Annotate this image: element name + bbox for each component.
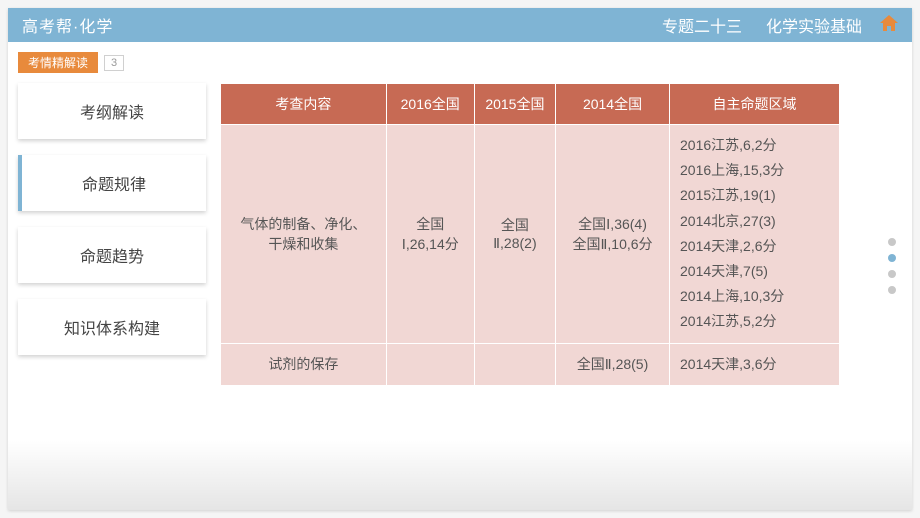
header-right: 专题二十三 化学实验基础: [662, 13, 898, 37]
table-header-row: 考查内容2016全国2015全国2014全国自主命题区域: [221, 84, 840, 125]
table-row: 气体的制备、净化、干燥和收集全国Ⅰ,26,14分全国Ⅱ,28(2)全国Ⅰ,36(…: [221, 125, 840, 344]
pager-dot-0[interactable]: [888, 238, 896, 246]
pager-dot-1[interactable]: [888, 254, 896, 262]
table-row: 试剂的保存 全国Ⅱ,28(5)2014天津,3,6分: [221, 343, 840, 385]
col-header-3: 2014全国: [556, 84, 670, 125]
subbar-page-num: 3: [104, 55, 124, 71]
col-header-2: 2015全国: [474, 84, 555, 125]
cell-1-3: 全国Ⅱ,28(5): [556, 343, 670, 385]
table-body: 气体的制备、净化、干燥和收集全国Ⅰ,26,14分全国Ⅱ,28(2)全国Ⅰ,36(…: [221, 125, 840, 386]
pager-dot-2[interactable]: [888, 270, 896, 278]
cell-0-2: 全国Ⅱ,28(2): [474, 125, 555, 344]
sub-bar: 考情精解读 3: [18, 52, 912, 73]
sidebar-item-2[interactable]: 命题趋势: [18, 227, 206, 283]
sidebar-item-0[interactable]: 考纲解读: [18, 83, 206, 139]
topic-label: 专题二十三: [662, 13, 742, 37]
header-topic: 专题二十三 化学实验基础: [662, 13, 862, 37]
sidebar: 考纲解读命题规律命题趋势知识体系构建: [18, 83, 206, 386]
cell-0-1: 全国Ⅰ,26,14分: [386, 125, 474, 344]
cell-1-1: [386, 343, 474, 385]
cell-0-0: 气体的制备、净化、干燥和收集: [221, 125, 387, 344]
header-bar: 高考帮·化学 专题二十三 化学实验基础: [8, 8, 912, 42]
cell-1-2: [474, 343, 555, 385]
pager-dot-3[interactable]: [888, 286, 896, 294]
sidebar-item-3[interactable]: 知识体系构建: [18, 299, 206, 355]
pager-dots: [888, 238, 896, 294]
slide-canvas: 高考帮·化学 专题二十三 化学实验基础 考情精解读 3 考纲解读命题规律命题趋势…: [8, 8, 912, 510]
col-header-1: 2016全国: [386, 84, 474, 125]
topic-title: 化学实验基础: [766, 13, 862, 37]
cell-1-4: 2014天津,3,6分: [670, 343, 840, 385]
cell-0-3: 全国Ⅰ,36(4)全国Ⅱ,10,6分: [556, 125, 670, 344]
sidebar-item-1[interactable]: 命题规律: [18, 155, 206, 211]
subbar-tag: 考情精解读: [18, 52, 98, 73]
col-header-4: 自主命题区域: [670, 84, 840, 125]
data-table: 考查内容2016全国2015全国2014全国自主命题区域 气体的制备、净化、干燥…: [220, 83, 840, 386]
cell-0-4: 2016江苏,6,2分2016上海,15,3分2015江苏,19(1)2014北…: [670, 125, 840, 344]
col-header-0: 考查内容: [221, 84, 387, 125]
home-icon[interactable]: [880, 15, 898, 36]
bottom-shadow: [8, 440, 912, 510]
table-wrap: 考查内容2016全国2015全国2014全国自主命题区域 气体的制备、净化、干燥…: [220, 83, 912, 386]
cell-1-0: 试剂的保存: [221, 343, 387, 385]
brand-title: 高考帮·化学: [22, 13, 113, 37]
content-area: 考纲解读命题规律命题趋势知识体系构建 考查内容2016全国2015全国2014全…: [8, 83, 912, 386]
